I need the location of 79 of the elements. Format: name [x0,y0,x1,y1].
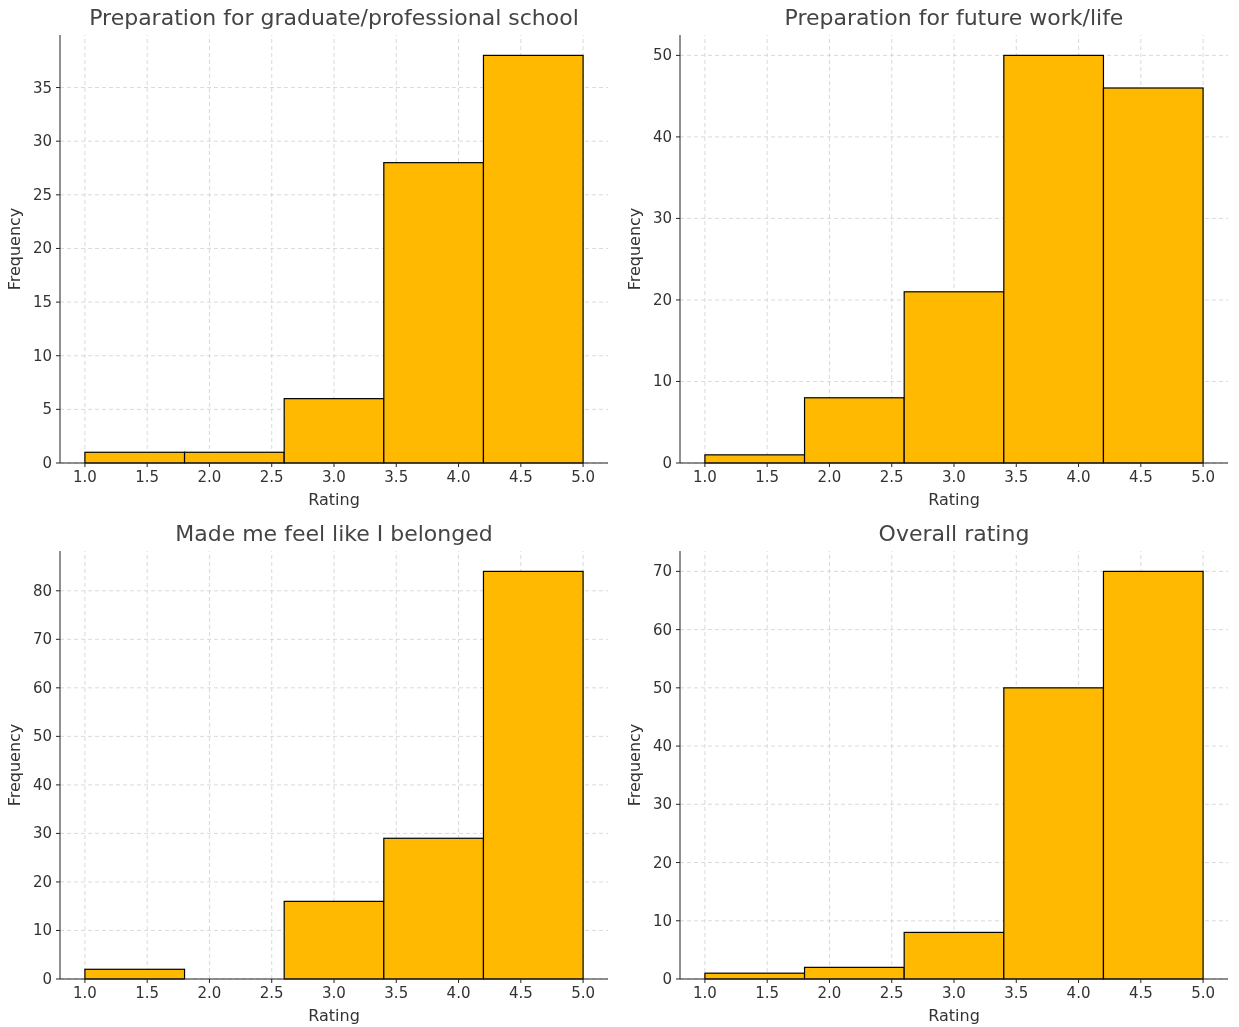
x-tick-label: 1.0 [72,468,97,486]
y-tick-label: 10 [652,911,672,930]
x-tick-label: 1.0 [692,984,717,1002]
y-tick-label: 60 [32,678,52,697]
y-axis-title: Frequency [625,207,644,291]
x-axis-title: Rating [928,1006,980,1025]
x-tick-label: 4.0 [1066,984,1091,1002]
x-tick-label: 5.0 [1191,468,1216,486]
x-tick-label: 5.0 [1191,984,1216,1002]
x-tick-label: 5.0 [571,984,596,1002]
y-tick-label: 5 [42,400,52,419]
chart-title: Preparation for graduate/professional school [89,5,579,30]
x-tick-label: 2.0 [817,984,842,1002]
y-tick-label: 30 [32,824,52,843]
x-tick-label: 1.5 [755,984,780,1002]
x-tick-label: 4.5 [1128,984,1153,1002]
x-axis-title: Rating [308,1006,360,1025]
x-tick-label: 1.0 [72,984,97,1002]
x-tick-label: 4.0 [446,984,471,1002]
x-tick-label: 3.0 [942,984,966,1002]
y-tick-label: 35 [32,78,52,97]
x-tick-label: 3.0 [322,468,346,486]
x-tick-label: 3.0 [942,468,966,486]
y-axis-title: Frequency [5,207,24,291]
y-tick-label: 20 [32,239,52,258]
x-axis-title: Rating [928,490,980,509]
y-tick-label: 40 [652,127,672,146]
y-tick-label: 40 [652,737,672,756]
x-tick-label: 1.5 [135,468,160,486]
y-axis-title: Frequency [5,723,24,807]
y-tick-label: 20 [652,853,672,872]
y-tick-label: 30 [652,795,672,814]
y-tick-label: 10 [652,372,672,391]
y-tick-label: 10 [32,921,52,940]
y-tick-label: 20 [652,290,672,309]
y-tick-label: 25 [32,185,52,204]
x-tick-label: 2.5 [879,468,904,486]
x-tick-label: 2.0 [817,468,842,486]
x-tick-label: 1.5 [755,468,780,486]
x-tick-label: 4.0 [1066,468,1091,486]
y-tick-label: 60 [652,620,672,639]
y-tick-label: 40 [32,775,52,794]
x-tick-label: 4.5 [508,468,533,486]
y-tick-label: 0 [662,454,672,472]
x-tick-label: 3.5 [384,984,409,1002]
chart-title: Made me feel like I belonged [175,521,493,546]
y-tick-label: 70 [32,630,52,649]
x-tick-label: 3.5 [384,468,409,486]
x-tick-label: 1.0 [692,468,717,486]
x-tick-label: 1.5 [135,984,160,1002]
x-tick-label: 5.0 [571,468,596,486]
y-tick-label: 80 [32,581,52,600]
x-tick-label: 2.5 [259,468,284,486]
x-tick-label: 4.5 [508,984,533,1002]
chart-title: Preparation for future work/life [784,5,1124,30]
y-tick-label: 50 [652,46,672,65]
y-tick-label: 0 [662,970,672,988]
y-axis-title: Frequency [625,723,644,807]
y-tick-label: 50 [32,727,52,746]
x-tick-label: 3.5 [1004,984,1029,1002]
y-tick-label: 50 [652,678,672,697]
x-tick-label: 2.0 [197,468,222,486]
x-tick-label: 4.5 [1128,468,1153,486]
y-tick-label: 0 [42,970,52,988]
y-tick-label: 10 [32,346,52,365]
x-tick-label: 3.0 [322,984,346,1002]
y-tick-label: 0 [42,454,52,472]
x-tick-label: 3.5 [1004,468,1029,486]
y-tick-label: 15 [32,293,52,312]
y-tick-label: 30 [652,209,672,228]
y-tick-label: 20 [32,872,52,891]
y-tick-label: 30 [32,132,52,151]
x-axis-title: Rating [308,490,360,509]
x-tick-label: 2.5 [879,984,904,1002]
x-tick-label: 2.0 [197,984,222,1002]
x-tick-label: 2.5 [259,984,284,1002]
chart-title: Overall rating [878,521,1030,546]
x-tick-label: 4.0 [446,468,471,486]
y-tick-label: 70 [652,562,672,581]
